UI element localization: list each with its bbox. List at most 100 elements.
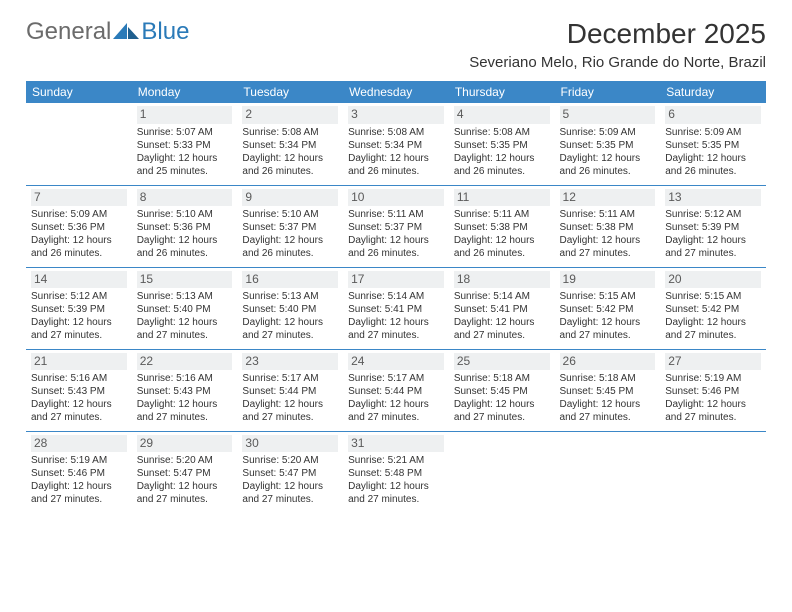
day-info-line: Sunrise: 5:11 AM: [560, 208, 656, 221]
day-number: 15: [137, 271, 233, 289]
calendar-day-cell: 20Sunrise: 5:15 AMSunset: 5:42 PMDayligh…: [660, 267, 766, 349]
calendar-day-cell: 10Sunrise: 5:11 AMSunset: 5:37 PMDayligh…: [343, 185, 449, 267]
day-info-line: Daylight: 12 hours: [137, 398, 233, 411]
day-info-line: Sunrise: 5:17 AM: [348, 372, 444, 385]
day-number: 19: [560, 271, 656, 289]
day-info-line: Daylight: 12 hours: [31, 480, 127, 493]
day-info-line: Sunrise: 5:12 AM: [665, 208, 761, 221]
day-info-line: Sunset: 5:48 PM: [348, 467, 444, 480]
day-info-line: Daylight: 12 hours: [454, 316, 550, 329]
day-info-line: Sunrise: 5:14 AM: [348, 290, 444, 303]
calendar-day-cell: 3Sunrise: 5:08 AMSunset: 5:34 PMDaylight…: [343, 103, 449, 185]
day-info-line: and 27 minutes.: [31, 493, 127, 506]
day-number: 23: [242, 353, 338, 371]
day-number: 3: [348, 106, 444, 124]
day-number: 21: [31, 353, 127, 371]
day-number: 14: [31, 271, 127, 289]
day-info-line: and 27 minutes.: [348, 411, 444, 424]
day-info-line: Daylight: 12 hours: [348, 234, 444, 247]
day-info-line: and 27 minutes.: [348, 493, 444, 506]
calendar-day-cell: 21Sunrise: 5:16 AMSunset: 5:43 PMDayligh…: [26, 349, 132, 431]
day-number: 18: [454, 271, 550, 289]
calendar-week-row: 21Sunrise: 5:16 AMSunset: 5:43 PMDayligh…: [26, 349, 766, 431]
day-number: 13: [665, 189, 761, 207]
calendar-day-cell: 11Sunrise: 5:11 AMSunset: 5:38 PMDayligh…: [449, 185, 555, 267]
day-info-line: and 27 minutes.: [137, 411, 233, 424]
day-info-line: Sunset: 5:43 PM: [137, 385, 233, 398]
day-info-line: Daylight: 12 hours: [31, 234, 127, 247]
day-info-line: and 27 minutes.: [454, 329, 550, 342]
day-number: 12: [560, 189, 656, 207]
calendar-day-cell: 27Sunrise: 5:19 AMSunset: 5:46 PMDayligh…: [660, 349, 766, 431]
day-info-line: Sunset: 5:37 PM: [348, 221, 444, 234]
day-info-line: and 27 minutes.: [137, 493, 233, 506]
day-info-line: and 26 minutes.: [560, 165, 656, 178]
day-info-line: Daylight: 12 hours: [560, 316, 656, 329]
day-info-line: Sunset: 5:44 PM: [242, 385, 338, 398]
day-number: 25: [454, 353, 550, 371]
month-title: December 2025: [469, 18, 766, 50]
brand-text-2: Blue: [141, 18, 189, 46]
day-info-line: Sunrise: 5:13 AM: [242, 290, 338, 303]
day-info-line: and 27 minutes.: [560, 411, 656, 424]
day-header: Monday: [132, 81, 238, 103]
calendar-body: 1Sunrise: 5:07 AMSunset: 5:33 PMDaylight…: [26, 103, 766, 513]
day-info-line: Daylight: 12 hours: [665, 152, 761, 165]
calendar-day-cell: 2Sunrise: 5:08 AMSunset: 5:34 PMDaylight…: [237, 103, 343, 185]
day-info-line: Sunset: 5:36 PM: [31, 221, 127, 234]
day-info-line: and 27 minutes.: [137, 329, 233, 342]
day-number: 10: [348, 189, 444, 207]
day-info-line: Daylight: 12 hours: [665, 398, 761, 411]
day-info-line: Daylight: 12 hours: [348, 480, 444, 493]
day-info-line: Sunrise: 5:09 AM: [31, 208, 127, 221]
day-info-line: and 27 minutes.: [560, 247, 656, 260]
calendar-day-cell: 5Sunrise: 5:09 AMSunset: 5:35 PMDaylight…: [555, 103, 661, 185]
day-info-line: Daylight: 12 hours: [348, 398, 444, 411]
calendar-day-cell: 15Sunrise: 5:13 AMSunset: 5:40 PMDayligh…: [132, 267, 238, 349]
calendar-day-cell: 23Sunrise: 5:17 AMSunset: 5:44 PMDayligh…: [237, 349, 343, 431]
day-info-line: Sunrise: 5:08 AM: [454, 126, 550, 139]
day-info-line: and 27 minutes.: [665, 247, 761, 260]
day-info-line: and 25 minutes.: [137, 165, 233, 178]
day-info-line: and 26 minutes.: [348, 165, 444, 178]
day-info-line: and 27 minutes.: [560, 329, 656, 342]
day-info-line: Daylight: 12 hours: [560, 152, 656, 165]
day-number: 27: [665, 353, 761, 371]
day-info-line: and 26 minutes.: [348, 247, 444, 260]
day-info-line: Sunset: 5:46 PM: [665, 385, 761, 398]
day-info-line: Sunset: 5:43 PM: [31, 385, 127, 398]
day-info-line: Sunset: 5:33 PM: [137, 139, 233, 152]
day-number: 22: [137, 353, 233, 371]
day-info-line: and 27 minutes.: [242, 329, 338, 342]
day-info-line: Daylight: 12 hours: [454, 152, 550, 165]
day-info-line: Daylight: 12 hours: [31, 316, 127, 329]
day-info-line: Daylight: 12 hours: [137, 480, 233, 493]
day-info-line: Daylight: 12 hours: [454, 398, 550, 411]
calendar-day-cell: 25Sunrise: 5:18 AMSunset: 5:45 PMDayligh…: [449, 349, 555, 431]
calendar-day-cell: 18Sunrise: 5:14 AMSunset: 5:41 PMDayligh…: [449, 267, 555, 349]
day-header: Tuesday: [237, 81, 343, 103]
day-info-line: and 26 minutes.: [137, 247, 233, 260]
day-header: Wednesday: [343, 81, 449, 103]
day-info-line: Sunset: 5:37 PM: [242, 221, 338, 234]
calendar-day-cell: 26Sunrise: 5:18 AMSunset: 5:45 PMDayligh…: [555, 349, 661, 431]
calendar-day-cell: 13Sunrise: 5:12 AMSunset: 5:39 PMDayligh…: [660, 185, 766, 267]
day-info-line: Sunrise: 5:08 AM: [242, 126, 338, 139]
day-info-line: Daylight: 12 hours: [137, 152, 233, 165]
day-info-line: Sunset: 5:45 PM: [560, 385, 656, 398]
day-info-line: Sunrise: 5:12 AM: [31, 290, 127, 303]
day-info-line: and 27 minutes.: [665, 329, 761, 342]
day-number: 29: [137, 435, 233, 453]
day-info-line: Sunrise: 5:10 AM: [242, 208, 338, 221]
day-number: 8: [137, 189, 233, 207]
page-header: General Blue December 2025 Severiano Mel…: [26, 18, 766, 71]
calendar-week-row: 14Sunrise: 5:12 AMSunset: 5:39 PMDayligh…: [26, 267, 766, 349]
day-info-line: Daylight: 12 hours: [137, 234, 233, 247]
day-number: 31: [348, 435, 444, 453]
day-info-line: Sunrise: 5:14 AM: [454, 290, 550, 303]
day-info-line: Daylight: 12 hours: [242, 152, 338, 165]
day-info-line: Sunset: 5:34 PM: [348, 139, 444, 152]
calendar-day-cell: 14Sunrise: 5:12 AMSunset: 5:39 PMDayligh…: [26, 267, 132, 349]
day-info-line: Sunrise: 5:17 AM: [242, 372, 338, 385]
calendar-day-cell: 29Sunrise: 5:20 AMSunset: 5:47 PMDayligh…: [132, 431, 238, 513]
